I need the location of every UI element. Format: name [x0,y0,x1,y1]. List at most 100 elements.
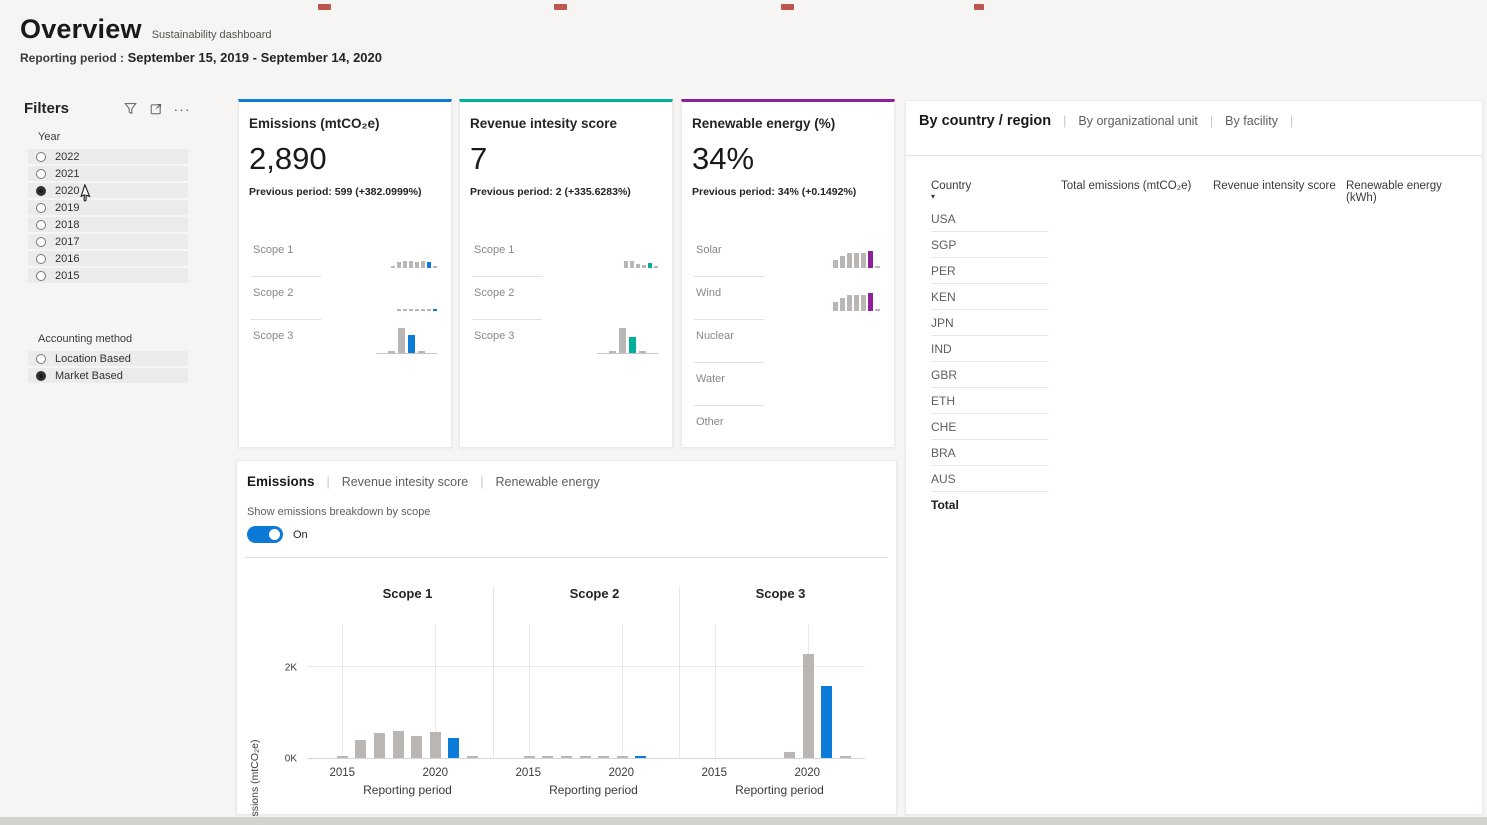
tab-by-facility[interactable]: By facility [1225,114,1278,128]
chart-panel-title: Scope 2 [569,586,620,601]
kpi-row-water[interactable]: Water [692,363,884,406]
chart-bar[interactable] [355,739,367,758]
kpi-row-other[interactable]: Other [692,406,884,449]
column-header-country[interactable]: Country ▾ [931,176,1061,206]
table-row-ind[interactable]: IND [931,336,1471,362]
sparkline-bar [630,260,634,268]
kpi-row-nuclear[interactable]: Nuclear [692,320,884,363]
kpi-row-scope-2[interactable]: Scope 2 [470,277,662,320]
column-header-revenue-intensity-score[interactable]: Revenue intensity score [1213,176,1346,206]
chart-panel-title: Scope 1 [382,586,433,601]
chart-bar[interactable] [840,756,851,758]
y-axis-title: Emissions (mtCO₂e) [249,739,261,825]
chart-bar[interactable] [336,756,348,758]
kpi-title: Renewable energy (%) [692,116,836,131]
year-option-2016[interactable]: 2016 [28,251,188,266]
radio-button[interactable] [36,236,46,247]
filter-icon[interactable] [122,101,138,117]
divider [245,557,888,558]
sparkline-bar [861,253,866,268]
page-title: Overview [20,14,142,44]
year-option-2017[interactable]: 2017 [28,234,188,249]
chart-bar[interactable] [784,752,796,758]
radio-button[interactable] [36,270,46,281]
kpi-row-scope-3[interactable]: Scope 3 [249,320,441,363]
chart-bar[interactable] [579,756,591,758]
radio-label: Location Based [55,352,131,365]
tab-renewable-energy[interactable]: Renewable energy [495,474,600,489]
chart-bar[interactable] [467,756,478,758]
chart-bar[interactable] [411,736,423,758]
table-row-per[interactable]: PER [931,258,1471,284]
sparkline-bar [388,350,395,353]
radio-button[interactable] [36,219,46,230]
chart-bar[interactable] [542,756,554,758]
tab-by-organizational-unit[interactable]: By organizational unit [1078,114,1198,128]
table-row-bra[interactable]: BRA [931,440,1471,466]
table-row-aus[interactable]: AUS [931,466,1471,492]
column-header-total-emissions-mtco-e-[interactable]: Total emissions (mtCO₂e) [1061,176,1213,206]
year-option-2020[interactable]: 2020 [28,183,188,198]
gridline-vertical [715,624,717,758]
table-row-ken[interactable]: KEN [931,284,1471,310]
chart-bar[interactable] [616,756,628,758]
year-option-2015[interactable]: 2015 [28,268,188,283]
chart-bar[interactable] [598,756,610,758]
accounting-option-market-based[interactable]: Market Based [28,368,188,383]
year-option-2018[interactable]: 2018 [28,217,188,232]
kpi-row-solar[interactable]: Solar [692,234,884,277]
kpi-row-scope-1[interactable]: Scope 1 [470,234,662,277]
chart-bar[interactable] [429,732,441,758]
sparkline-bar [391,265,395,268]
table-row-jpn[interactable]: JPN [931,310,1471,336]
column-header-renewable-energy-kwh-[interactable]: Renewable energy (kWh) [1346,176,1471,206]
x-axis-tick-label: 2020 [422,767,449,779]
chart-bar[interactable] [523,756,535,758]
radio-button[interactable] [36,168,46,179]
table-row-gbr[interactable]: GBR [931,362,1471,388]
gridline-vertical [529,624,531,758]
radio-button[interactable] [36,202,46,213]
tab-emissions[interactable]: Emissions [247,474,315,489]
kpi-row-wind[interactable]: Wind [692,277,884,320]
year-option-2019[interactable]: 2019 [28,200,188,215]
kpi-row-scope-1[interactable]: Scope 1 [249,234,441,277]
empty-cell [1346,492,1471,518]
radio-button[interactable] [36,185,46,196]
more-options-icon[interactable]: ··· [173,100,191,117]
kpi-row-scope-2[interactable]: Scope 2 [249,277,441,320]
sort-descending-icon: ▾ [931,192,936,201]
expand-icon[interactable] [148,101,164,117]
year-option-2022[interactable]: 2022 [28,149,188,164]
chart-bar[interactable] [448,737,460,758]
empty-cell [1213,336,1346,362]
chart-bar[interactable] [802,654,814,758]
chart-bar[interactable] [561,756,572,758]
kpi-row-scope-3[interactable]: Scope 3 [470,320,662,363]
empty-cell [1061,336,1213,362]
table-row-che[interactable]: CHE [931,414,1471,440]
sparkline-bar [868,293,873,311]
chart-bar[interactable] [392,730,404,758]
tab-revenue-intesity-score[interactable]: Revenue intesity score [341,474,469,489]
year-option-2021[interactable]: 2021 [28,166,188,181]
radio-label: 2016 [55,252,80,265]
chart-bar[interactable] [635,756,647,758]
table-row-usa[interactable]: USA [931,206,1471,232]
recording-mark [554,4,567,10]
recording-mark [318,4,331,10]
chart-bar[interactable] [374,732,385,758]
chart-bar[interactable] [821,685,833,758]
sparkline-bar [840,298,845,311]
table-row-eth[interactable]: ETH [931,388,1471,414]
radio-button[interactable] [36,370,46,381]
radio-button[interactable] [36,353,46,364]
empty-cell [1213,284,1346,310]
toggle-label: Show emissions breakdown by scope [247,506,431,518]
radio-button[interactable] [36,151,46,162]
radio-button[interactable] [36,253,46,264]
tab-by-country-region[interactable]: By country / region [919,113,1052,129]
table-row-sgp[interactable]: SGP [931,232,1471,258]
breakdown-toggle[interactable] [247,526,283,543]
accounting-option-location-based[interactable]: Location Based [28,351,188,366]
